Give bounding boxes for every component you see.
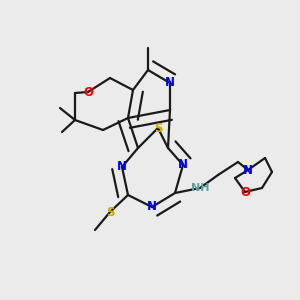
Text: O: O <box>83 85 93 98</box>
Text: N: N <box>147 200 157 214</box>
Text: O: O <box>240 185 250 199</box>
Text: N: N <box>117 160 127 173</box>
Text: N: N <box>243 164 253 176</box>
Text: NH: NH <box>191 183 209 193</box>
Text: N: N <box>165 76 175 89</box>
Text: S: S <box>106 206 114 218</box>
Text: N: N <box>178 158 188 172</box>
Text: S: S <box>154 122 162 134</box>
